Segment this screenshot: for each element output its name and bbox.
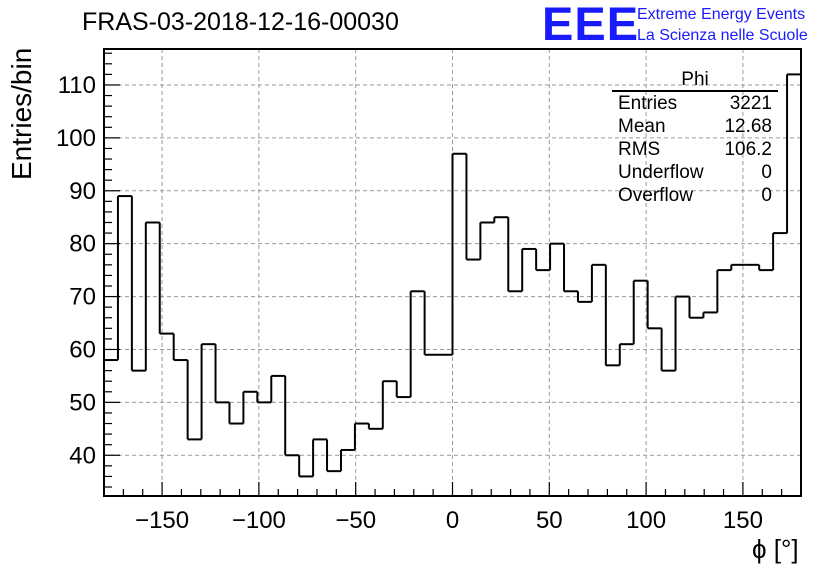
eee-logo-icon: EEE xyxy=(542,0,640,50)
stats-value: 12.68 xyxy=(724,116,772,137)
y-tick-label: 90 xyxy=(69,178,96,205)
stats-value: 0 xyxy=(761,162,772,183)
y-tick-label: 60 xyxy=(69,336,96,363)
x-tick-label: 50 xyxy=(536,507,563,534)
x-tick-label: 0 xyxy=(446,507,459,534)
stats-value: 0 xyxy=(761,185,772,206)
stats-label: Mean xyxy=(618,116,666,137)
logo-caption: Extreme Energy Events La Scienza nelle S… xyxy=(637,4,808,46)
y-tick-label: 50 xyxy=(69,389,96,416)
stats-box-title: Phi xyxy=(612,70,778,92)
x-tick-label: −50 xyxy=(335,507,376,534)
y-tick-label: 100 xyxy=(56,125,96,152)
y-axis-label: Entries/bin xyxy=(6,47,37,180)
stats-value: 3221 xyxy=(729,93,772,114)
stats-value: 106.2 xyxy=(724,139,772,160)
stats-label: Overflow xyxy=(618,185,693,206)
x-tick-label: −100 xyxy=(232,507,286,534)
x-tick-label: −150 xyxy=(135,507,189,534)
stats-row-entries: Entries 3221 xyxy=(612,92,778,115)
chart-title: FRAS-03-2018-12-16-00030 xyxy=(82,8,399,36)
stats-label: Underflow xyxy=(618,162,704,183)
logo-caption-line2: La Scienza nelle Scuole xyxy=(637,27,808,44)
x-tick-label: 150 xyxy=(723,507,763,534)
stats-label: Entries xyxy=(618,93,678,114)
stats-row-rms: RMS 106.2 xyxy=(612,138,778,161)
stats-row-mean: Mean 12.68 xyxy=(612,115,778,138)
x-axis-label: ϕ [°] xyxy=(752,534,799,564)
y-tick-label: 40 xyxy=(69,442,96,469)
stats-row-underflow: Underflow 0 xyxy=(612,161,778,184)
stats-box: Phi Entries 3221 Mean 12.68 RMS 106.2 Un… xyxy=(612,70,778,207)
logo-caption-line1: Extreme Energy Events xyxy=(637,6,806,23)
y-tick-label: 110 xyxy=(58,72,96,99)
y-tick-label: 80 xyxy=(69,231,96,258)
x-tick-label: 100 xyxy=(626,507,666,534)
y-tick-label: 70 xyxy=(69,284,96,311)
stats-label: RMS xyxy=(618,139,661,160)
stats-row-overflow: Overflow 0 xyxy=(612,184,778,207)
